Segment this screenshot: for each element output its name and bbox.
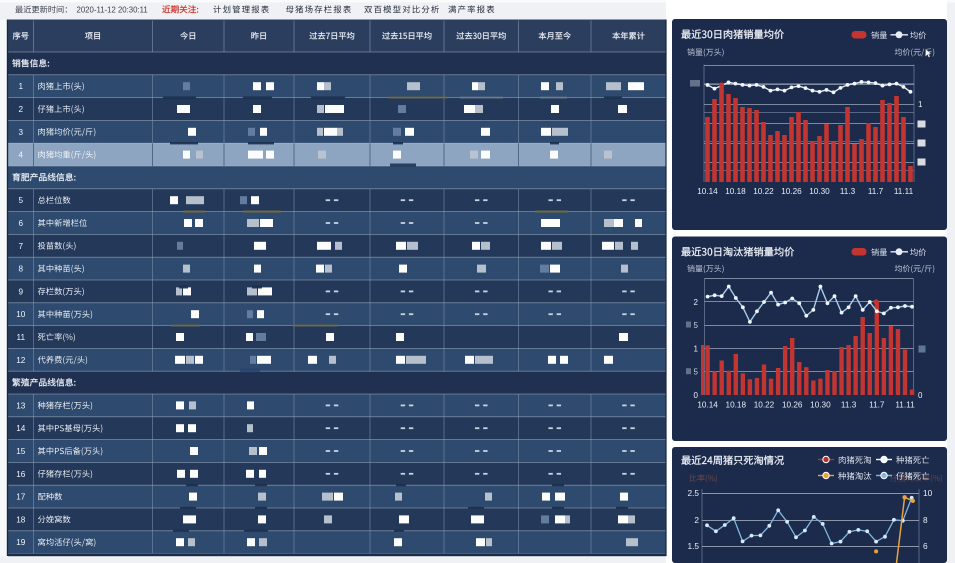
svg-text:18: 18 <box>16 515 26 524</box>
svg-text:17: 17 <box>16 493 26 502</box>
svg-text:11: 11 <box>17 333 26 342</box>
svg-text:2: 2 <box>694 298 699 307</box>
svg-text:4: 4 <box>18 151 23 160</box>
svg-text:2020-11-12 20:30:11: 2020-11-12 20:30:11 <box>77 6 148 15</box>
svg-text:3: 3 <box>18 128 23 137</box>
svg-text:10: 10 <box>923 488 933 498</box>
svg-text:11.11: 11.11 <box>895 401 915 410</box>
svg-text:0: 0 <box>694 391 699 400</box>
svg-text:11.7: 11.7 <box>869 401 885 410</box>
svg-text:10.14: 10.14 <box>697 187 718 196</box>
svg-text:10.22: 10.22 <box>754 401 775 410</box>
svg-text:5: 5 <box>18 196 23 205</box>
svg-text:5: 5 <box>694 321 699 330</box>
svg-text:1: 1 <box>18 82 23 91</box>
svg-text:5: 5 <box>694 368 699 377</box>
svg-text:10.30: 10.30 <box>809 187 830 196</box>
svg-text:2.5: 2.5 <box>687 488 699 498</box>
svg-text:1: 1 <box>918 100 923 109</box>
svg-text:11.3: 11.3 <box>841 401 857 410</box>
svg-text:10.26: 10.26 <box>782 401 803 410</box>
svg-text:2: 2 <box>18 105 23 114</box>
svg-text:10: 10 <box>16 310 26 319</box>
svg-text:16: 16 <box>16 470 26 479</box>
svg-text:0: 0 <box>918 391 923 400</box>
svg-text:13: 13 <box>16 401 26 410</box>
svg-text:8: 8 <box>923 515 928 525</box>
svg-text:11.11: 11.11 <box>894 187 914 196</box>
svg-text:10.18: 10.18 <box>726 401 747 410</box>
svg-text:11.7: 11.7 <box>868 187 884 196</box>
svg-text:10.26: 10.26 <box>781 187 802 196</box>
svg-text:10.22: 10.22 <box>753 187 774 196</box>
svg-text:15: 15 <box>16 447 26 456</box>
svg-text:8: 8 <box>18 265 23 274</box>
svg-text:10.14: 10.14 <box>697 401 718 410</box>
svg-text:7: 7 <box>18 242 23 251</box>
svg-text:14: 14 <box>16 424 26 433</box>
svg-text:1: 1 <box>694 344 699 353</box>
svg-text:1.5: 1.5 <box>687 541 699 551</box>
svg-text:6: 6 <box>923 541 928 551</box>
svg-text:11.3: 11.3 <box>840 187 856 196</box>
svg-text:10.18: 10.18 <box>725 187 746 196</box>
svg-text:6: 6 <box>18 219 23 228</box>
svg-text:12: 12 <box>16 356 26 365</box>
svg-text:19: 19 <box>16 538 26 547</box>
svg-text:2: 2 <box>694 515 699 525</box>
svg-text:9: 9 <box>18 287 23 296</box>
svg-text:10.30: 10.30 <box>810 401 831 410</box>
